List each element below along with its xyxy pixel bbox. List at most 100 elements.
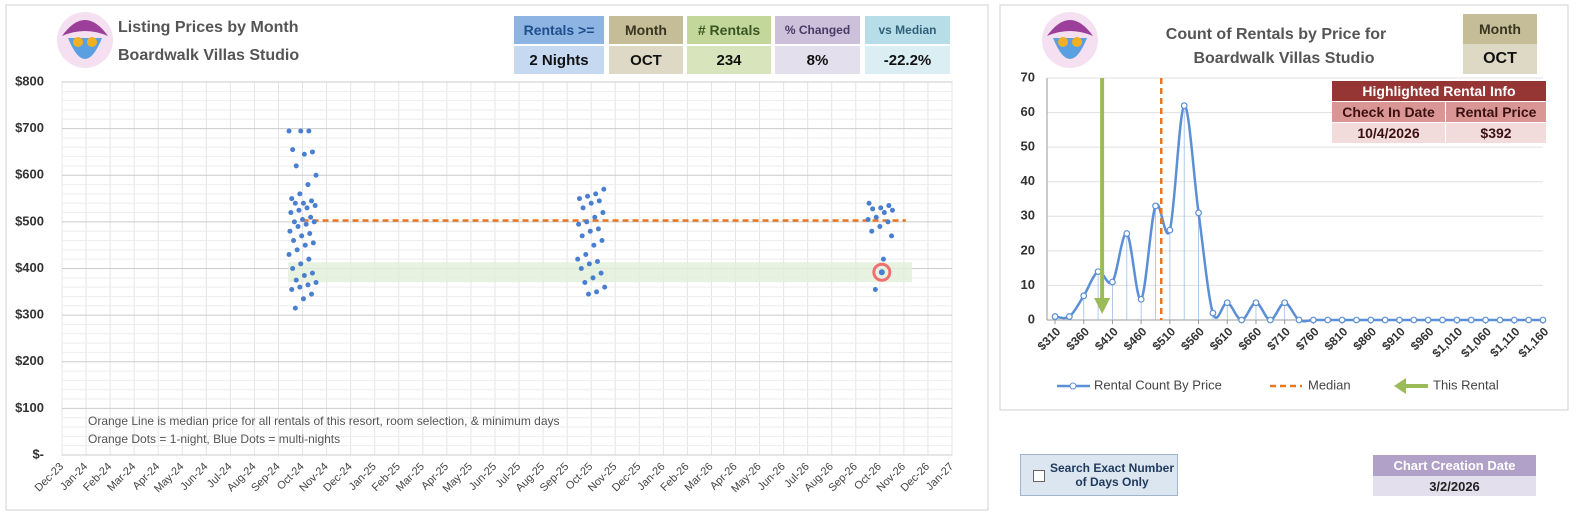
price-dot <box>886 203 892 209</box>
table-cell: 10/4/2026 <box>1332 123 1445 143</box>
count-marker <box>1539 316 1547 324</box>
this-rental-arrow <box>1094 298 1111 314</box>
count-marker <box>1238 316 1246 324</box>
count-marker <box>1482 316 1489 324</box>
price-dot <box>291 219 297 225</box>
search-checkbox[interactable]: Search Exact Number of Days Only <box>1020 454 1178 496</box>
price-dot <box>599 238 605 244</box>
price-dot <box>299 233 305 239</box>
count-marker <box>1338 316 1346 324</box>
table-cell: $392 <box>1446 123 1546 143</box>
price-dot <box>576 221 582 227</box>
count-marker <box>1525 316 1533 324</box>
count-marker <box>1266 316 1274 324</box>
count-marker <box>1510 316 1518 324</box>
count-marker <box>1223 299 1231 307</box>
count-marker <box>1137 295 1145 303</box>
price-dot <box>872 286 878 292</box>
filter-label: Rentals >= <box>514 16 604 44</box>
price-dot <box>292 200 298 206</box>
chart-title: Count of Rentals by Price for <box>1166 26 1386 43</box>
price-dot <box>880 256 886 262</box>
price-dot <box>596 198 602 204</box>
price-dot <box>289 286 295 292</box>
count-marker <box>1367 316 1375 324</box>
price-dot <box>306 128 312 134</box>
chart-subtitle: Boardwalk Villas Studio <box>118 47 299 64</box>
price-dot <box>307 231 313 237</box>
table-title: Highlighted Rental Info <box>1332 81 1546 101</box>
count-marker <box>1467 316 1475 324</box>
y-tick-label: 20 <box>1021 242 1035 257</box>
price-dot <box>297 191 303 197</box>
price-dot <box>575 256 581 262</box>
price-dot <box>295 224 301 230</box>
price-dot <box>290 147 296 153</box>
price-dot <box>582 279 588 285</box>
price-dot <box>297 284 303 290</box>
price-dot <box>587 228 593 234</box>
count-marker <box>1094 268 1102 276</box>
count-marker <box>1439 316 1446 324</box>
price-dot <box>866 200 872 206</box>
price-dot <box>296 207 302 213</box>
y-tick-label: 70 <box>1021 69 1035 84</box>
price-dot <box>300 200 306 206</box>
logo <box>57 12 113 68</box>
count-marker <box>1123 230 1131 237</box>
price-dot <box>576 196 582 202</box>
price-dot <box>593 191 599 197</box>
count-marker <box>1109 278 1116 286</box>
filter-value: 8% <box>775 46 860 74</box>
price-dot <box>287 228 293 234</box>
count-marker <box>1353 316 1360 324</box>
y-tick-label: 40 <box>1021 173 1035 188</box>
annotation: Orange Dots = 1-night, Blue Dots = multi… <box>88 432 340 446</box>
price-dot <box>313 279 319 285</box>
price-dot <box>309 198 315 204</box>
count-marker <box>1410 316 1418 324</box>
price-dot <box>292 305 298 311</box>
y-tick-label: $200 <box>15 353 44 368</box>
count-marker <box>1281 299 1289 307</box>
price-dot <box>592 214 598 220</box>
price-dot <box>302 242 308 248</box>
checkbox[interactable] <box>1033 470 1045 482</box>
highlight-ring <box>872 262 892 282</box>
filter-value: 2 Nights <box>514 46 604 74</box>
highlight-dot <box>878 269 885 276</box>
price-dot <box>301 272 307 278</box>
price-dot <box>869 228 875 234</box>
checkbox-label: Search Exact Number of Days Only <box>1049 461 1175 489</box>
price-dot <box>889 233 895 239</box>
price-dot <box>889 207 895 213</box>
price-dot <box>309 149 315 155</box>
price-dot <box>584 219 590 225</box>
count-marker <box>1396 316 1403 324</box>
filter-label: Month <box>609 16 683 44</box>
filter-label: # Rentals <box>687 16 771 44</box>
y-tick-label: $800 <box>15 73 44 88</box>
creation-label: Chart Creation Date <box>1373 455 1536 476</box>
price-dot <box>308 214 314 220</box>
price-dot <box>601 186 607 192</box>
count-marker <box>1166 226 1174 234</box>
y-tick-label: $- <box>32 446 44 461</box>
chart-title: Listing Prices by Month <box>118 19 298 36</box>
y-tick-label: $700 <box>15 120 44 135</box>
price-dot <box>304 205 310 211</box>
legend-label: This Rental <box>1433 377 1499 392</box>
price-dot <box>309 291 315 297</box>
price-dot <box>585 193 591 199</box>
count-marker <box>1051 313 1059 320</box>
price-dot <box>289 196 295 202</box>
count-marker <box>1381 316 1389 324</box>
creation-value: 3/2/2026 <box>1373 476 1536 496</box>
chart-subtitle: Boardwalk Villas Studio <box>1193 50 1374 67</box>
price-dot <box>305 282 311 288</box>
y-tick-label: 10 <box>1021 277 1035 292</box>
price-dot <box>578 266 584 271</box>
price-dot <box>310 240 316 246</box>
